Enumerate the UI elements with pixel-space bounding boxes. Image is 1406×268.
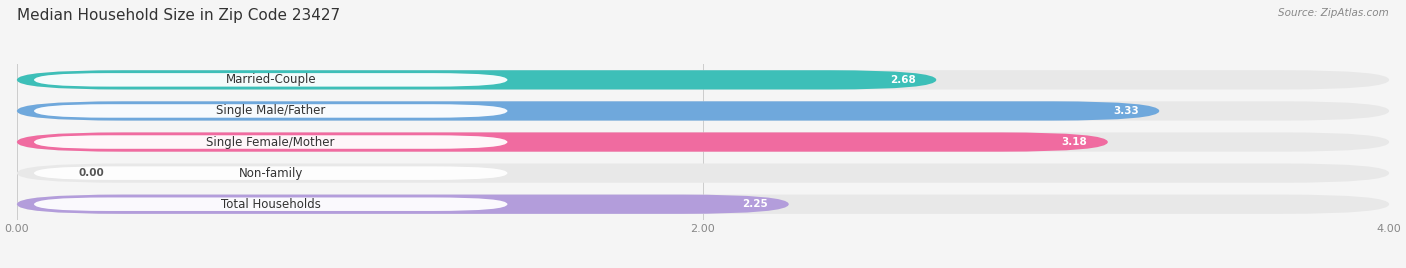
FancyBboxPatch shape bbox=[17, 70, 1389, 90]
Text: 3.18: 3.18 bbox=[1062, 137, 1087, 147]
FancyBboxPatch shape bbox=[34, 104, 508, 118]
Text: Single Female/Mother: Single Female/Mother bbox=[207, 136, 335, 148]
FancyBboxPatch shape bbox=[17, 195, 789, 214]
FancyBboxPatch shape bbox=[34, 198, 508, 211]
Text: 2.68: 2.68 bbox=[890, 75, 915, 85]
Text: 2.25: 2.25 bbox=[742, 199, 768, 209]
FancyBboxPatch shape bbox=[34, 73, 508, 87]
FancyBboxPatch shape bbox=[34, 135, 508, 149]
Text: Non-family: Non-family bbox=[239, 167, 302, 180]
FancyBboxPatch shape bbox=[17, 195, 1389, 214]
Text: Total Households: Total Households bbox=[221, 198, 321, 211]
Text: Single Male/Father: Single Male/Father bbox=[217, 105, 325, 117]
Text: Married-Couple: Married-Couple bbox=[225, 73, 316, 86]
FancyBboxPatch shape bbox=[17, 132, 1389, 152]
FancyBboxPatch shape bbox=[34, 166, 508, 180]
FancyBboxPatch shape bbox=[17, 101, 1160, 121]
Text: 0.00: 0.00 bbox=[79, 168, 104, 178]
Text: 3.33: 3.33 bbox=[1114, 106, 1139, 116]
FancyBboxPatch shape bbox=[17, 132, 1108, 152]
FancyBboxPatch shape bbox=[17, 163, 1389, 183]
Text: Median Household Size in Zip Code 23427: Median Household Size in Zip Code 23427 bbox=[17, 8, 340, 23]
FancyBboxPatch shape bbox=[17, 101, 1389, 121]
FancyBboxPatch shape bbox=[17, 70, 936, 90]
Text: Source: ZipAtlas.com: Source: ZipAtlas.com bbox=[1278, 8, 1389, 18]
